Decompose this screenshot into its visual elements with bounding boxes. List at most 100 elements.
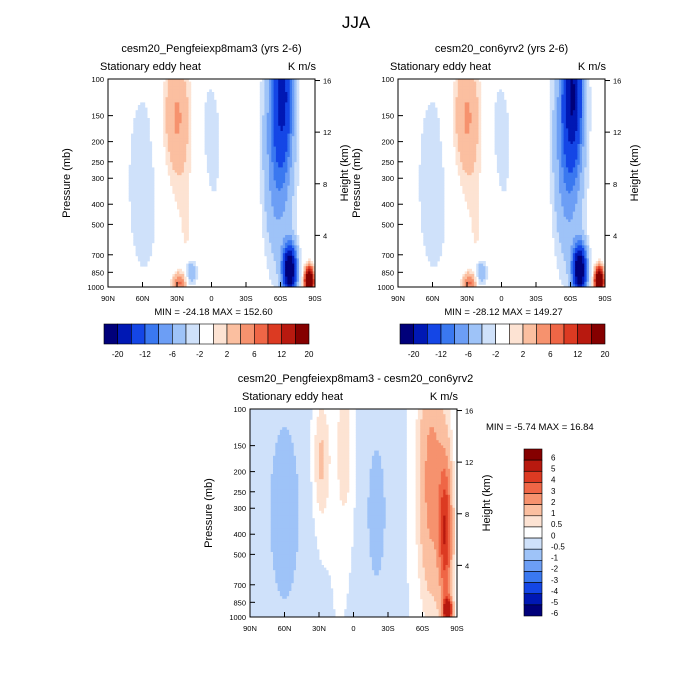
field-cell <box>172 279 176 283</box>
field-cell <box>441 175 445 179</box>
field-cell <box>471 79 475 82</box>
field-cell <box>467 196 470 199</box>
field-cell <box>142 115 146 119</box>
field-cell <box>133 133 136 137</box>
field-cell <box>496 118 500 121</box>
field-cell <box>292 123 295 127</box>
field-cell <box>170 151 173 155</box>
field-cell <box>467 105 470 108</box>
field-cell <box>273 211 277 215</box>
field-cell <box>501 151 505 155</box>
field-cell <box>289 245 293 249</box>
field-cell <box>434 196 438 199</box>
field-cell <box>308 271 311 275</box>
field-cell <box>471 175 475 179</box>
field-cell <box>213 120 217 124</box>
field-cell <box>147 206 150 210</box>
field-cell <box>282 151 286 155</box>
field-cell <box>140 203 143 207</box>
field-cell <box>464 89 468 93</box>
field-cell <box>282 214 286 218</box>
field-cell <box>269 274 272 277</box>
field-cell <box>278 209 281 212</box>
field-cell <box>425 209 429 212</box>
field-cell <box>282 175 286 179</box>
field-cell <box>577 92 581 95</box>
field-cell <box>269 164 272 168</box>
field-cell <box>467 172 470 176</box>
field-cell <box>494 102 498 106</box>
field-cell <box>552 185 555 189</box>
field-cell <box>427 211 431 215</box>
field-cell <box>172 105 176 108</box>
field-cell <box>501 131 505 134</box>
field-cell <box>561 159 564 163</box>
field-cell <box>165 110 169 114</box>
field-cell <box>457 97 461 101</box>
field-cell <box>142 240 146 244</box>
field-cell <box>278 271 281 275</box>
field-cell <box>582 86 585 90</box>
field-cell <box>285 128 288 132</box>
field-cell <box>476 196 479 199</box>
field-cell <box>140 219 143 223</box>
field-cell <box>294 185 297 189</box>
field-cell <box>209 164 212 168</box>
field-cell <box>269 188 272 192</box>
field-cell <box>289 125 293 129</box>
field-cell <box>183 102 187 106</box>
field-cell <box>266 99 270 103</box>
field-cell <box>586 131 590 134</box>
field-cell <box>262 151 265 155</box>
field-cell <box>478 123 482 127</box>
field-cell <box>582 240 585 244</box>
field-cell <box>163 138 166 142</box>
field-cell <box>269 79 272 82</box>
field-cell <box>177 141 180 145</box>
field-cell <box>296 240 300 244</box>
contour-field <box>128 79 316 288</box>
field-cell <box>275 128 279 132</box>
field-cell <box>575 99 578 103</box>
field-cell <box>570 133 574 137</box>
field-cell <box>462 84 466 88</box>
field-cell <box>421 222 424 225</box>
field-cell <box>269 211 272 215</box>
field-cell <box>209 180 212 184</box>
field-cell <box>584 188 587 192</box>
field-cell <box>271 263 274 267</box>
field-cell <box>278 110 281 114</box>
field-cell <box>278 128 281 132</box>
field-cell <box>183 141 187 145</box>
field-cell <box>586 164 590 168</box>
field-cell <box>434 146 438 150</box>
field-cell <box>163 125 166 129</box>
field-cell <box>183 237 187 241</box>
field-cell <box>186 136 189 140</box>
field-cell <box>188 261 192 264</box>
field-cell <box>271 133 274 137</box>
field-cell <box>140 164 143 168</box>
field-cell <box>575 159 578 163</box>
field-cell <box>137 120 141 124</box>
field-cell <box>144 115 148 119</box>
field-cell <box>554 201 558 205</box>
field-cell <box>264 149 268 153</box>
field-cell <box>271 102 274 106</box>
field-cell <box>572 79 576 82</box>
field-cell <box>271 245 274 249</box>
field-cell <box>172 118 176 121</box>
field-cell <box>506 112 509 116</box>
field-cell <box>170 170 173 173</box>
field-cell <box>271 94 274 98</box>
field-cell <box>144 198 148 202</box>
field-cell <box>264 206 268 210</box>
field-cell <box>140 123 143 127</box>
field-cell <box>478 159 482 163</box>
field-cell <box>430 237 433 241</box>
field-cell <box>469 115 472 119</box>
field-cell <box>579 162 583 166</box>
field-cell <box>430 144 433 147</box>
field-cell <box>437 232 440 236</box>
field-cell <box>554 141 558 145</box>
